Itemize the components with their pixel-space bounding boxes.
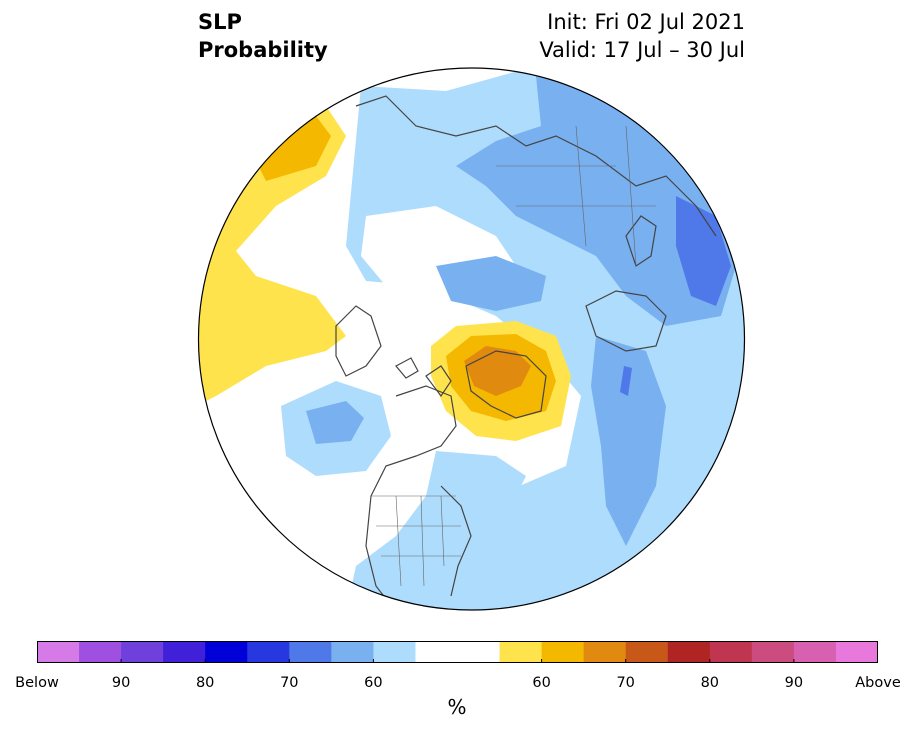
- colorbar-swatch: [457, 641, 501, 663]
- colorbar-tick-label: 80: [195, 675, 215, 691]
- colorbar-swatch: [247, 641, 290, 663]
- coastline-arctic-islands: [395, 357, 452, 398]
- colorbar-swatch: [835, 641, 878, 663]
- colorbar-swatch: [793, 641, 837, 663]
- coastline-greenland: [465, 350, 547, 419]
- colorbar-swatch: [205, 641, 248, 663]
- region-mid-blue-atlantic: [591, 336, 666, 546]
- region-dark-blue-east: [676, 196, 731, 306]
- colorbar-tick-label: 60: [532, 675, 551, 691]
- colorbar-tick-label: 60: [364, 675, 383, 691]
- colorbar-swatch: [709, 641, 753, 663]
- colorbar-swatch: [667, 641, 711, 663]
- colorbar-tick-label: Above: [855, 675, 901, 691]
- borders-us: [371, 495, 461, 587]
- init-date: Init: Fri 02 Jul 2021: [547, 10, 745, 34]
- colorbar-tick-label: 90: [784, 675, 804, 691]
- colorbar-swatch: [583, 641, 627, 663]
- colorbar-swatch: [331, 641, 374, 663]
- colorbar-swatch: [751, 641, 795, 663]
- coastline-east-coast: [440, 485, 472, 597]
- title-variable: SLP: [198, 10, 242, 34]
- region-mid-blue-northwest: [306, 401, 364, 444]
- title-quantity: Probability: [198, 38, 328, 62]
- borders-asia: [496, 125, 656, 267]
- coastline-alaska: [335, 305, 382, 377]
- polar-probability-map: [197, 67, 746, 611]
- region-gold-pacific: [251, 116, 331, 181]
- colorbar-swatch: [373, 641, 416, 663]
- colorbar-swatch: [415, 641, 458, 663]
- colorbar-swatch: [37, 641, 80, 663]
- valid-period: Valid: 17 Jul – 30 Jul: [539, 38, 745, 62]
- colorbar-swatch: [289, 641, 332, 663]
- colorbar-swatch: [163, 641, 206, 663]
- probability-colorbar: [37, 641, 878, 663]
- colorbar-swatch: [499, 641, 543, 663]
- colorbar-frame: [37, 641, 878, 663]
- colorbar-tick-label: 70: [280, 675, 299, 691]
- colorbar-swatch: [541, 641, 585, 663]
- map-boundary: [197, 67, 746, 611]
- region-mid-blue-arctic: [436, 256, 546, 311]
- forecast-info: Init: Fri 02 Jul 2021 Valid: 17 Jul – 30…: [539, 8, 745, 64]
- coastline-asia: [355, 95, 717, 237]
- map-title: SLP Probability: [198, 8, 328, 64]
- colorbar-swatch: [79, 641, 122, 663]
- colorbar-swatch: [121, 641, 164, 663]
- coastline-scandinavia: [625, 215, 657, 267]
- colorbar-tick-label: 80: [700, 675, 720, 691]
- coastline-europe: [585, 290, 667, 352]
- region-dark-blue-spot: [620, 366, 632, 396]
- region-light-blue-north-america: [346, 451, 526, 610]
- colorbar-unit: %: [447, 695, 467, 719]
- colorbar-tick-label: Below: [15, 675, 59, 691]
- colorbar-tick-label: 70: [616, 675, 635, 691]
- colorbar-tick-label: 90: [111, 675, 131, 691]
- colorbar-swatch: [625, 641, 669, 663]
